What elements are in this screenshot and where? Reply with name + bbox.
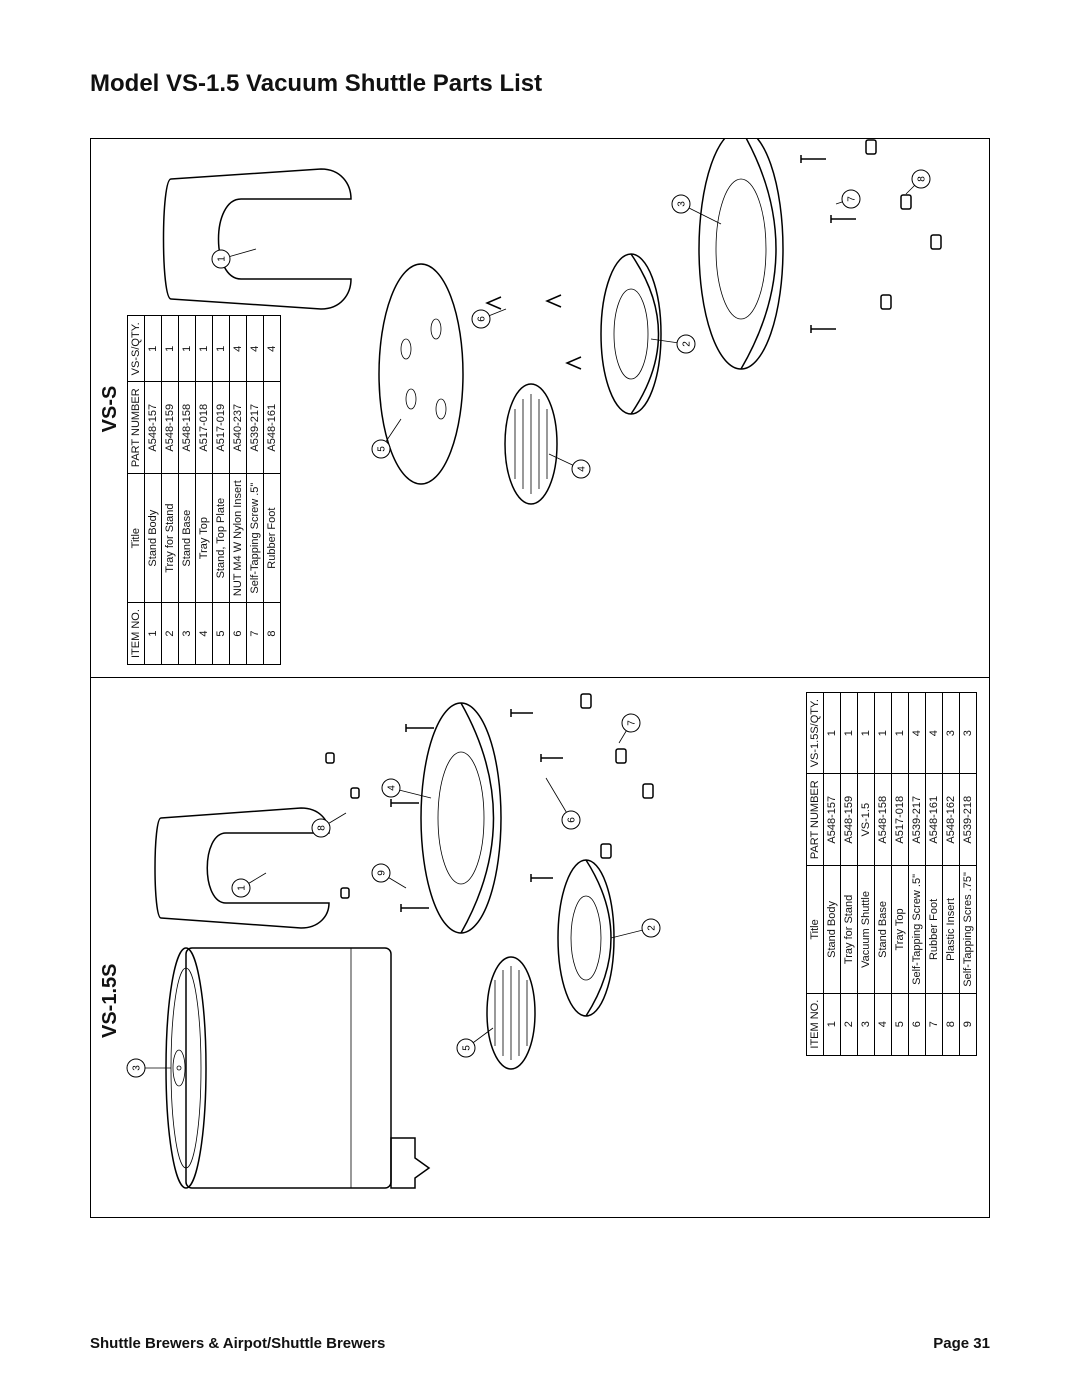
page-title: Model VS-1.5 Vacuum Shuttle Parts List	[90, 70, 990, 98]
svg-text:7: 7	[627, 720, 638, 726]
svg-text:7: 7	[847, 196, 858, 202]
svg-text:1: 1	[237, 885, 248, 891]
diagram-frame: VS-S ITEM NO. Title PART NUMBER VS-S/QTY…	[90, 138, 990, 1218]
svg-text:9: 9	[377, 870, 388, 876]
svg-text:6: 6	[567, 817, 578, 823]
svg-text:8: 8	[317, 825, 328, 831]
svg-text:5: 5	[462, 1045, 473, 1051]
exploded-view-vs-s: 1 2 3 4 5 6 7 8	[91, 139, 991, 679]
svg-text:4: 4	[387, 785, 398, 791]
panel-vs-s: VS-S ITEM NO. Title PART NUMBER VS-S/QTY…	[91, 139, 989, 678]
page-footer: Shuttle Brewers & Airpot/Shuttle Brewers…	[90, 1335, 990, 1352]
footer-left: Shuttle Brewers & Airpot/Shuttle Brewers	[90, 1335, 385, 1352]
svg-text:2: 2	[647, 925, 658, 931]
svg-text:5: 5	[377, 446, 388, 452]
svg-text:4: 4	[577, 466, 588, 472]
exploded-view-vs-1-5s: 1 2 3 4 5 6 7 8 9	[91, 678, 991, 1218]
svg-text:8: 8	[917, 176, 928, 182]
panel-vs-1-5s: VS-1.5S ITEM NO. Title PART NUMBER VS-1.…	[91, 678, 989, 1217]
svg-text:3: 3	[132, 1065, 143, 1071]
svg-text:3: 3	[677, 201, 688, 207]
svg-text:2: 2	[682, 341, 693, 347]
footer-page-number: Page 31	[933, 1335, 990, 1352]
svg-text:6: 6	[477, 316, 488, 322]
svg-text:1: 1	[217, 256, 228, 262]
